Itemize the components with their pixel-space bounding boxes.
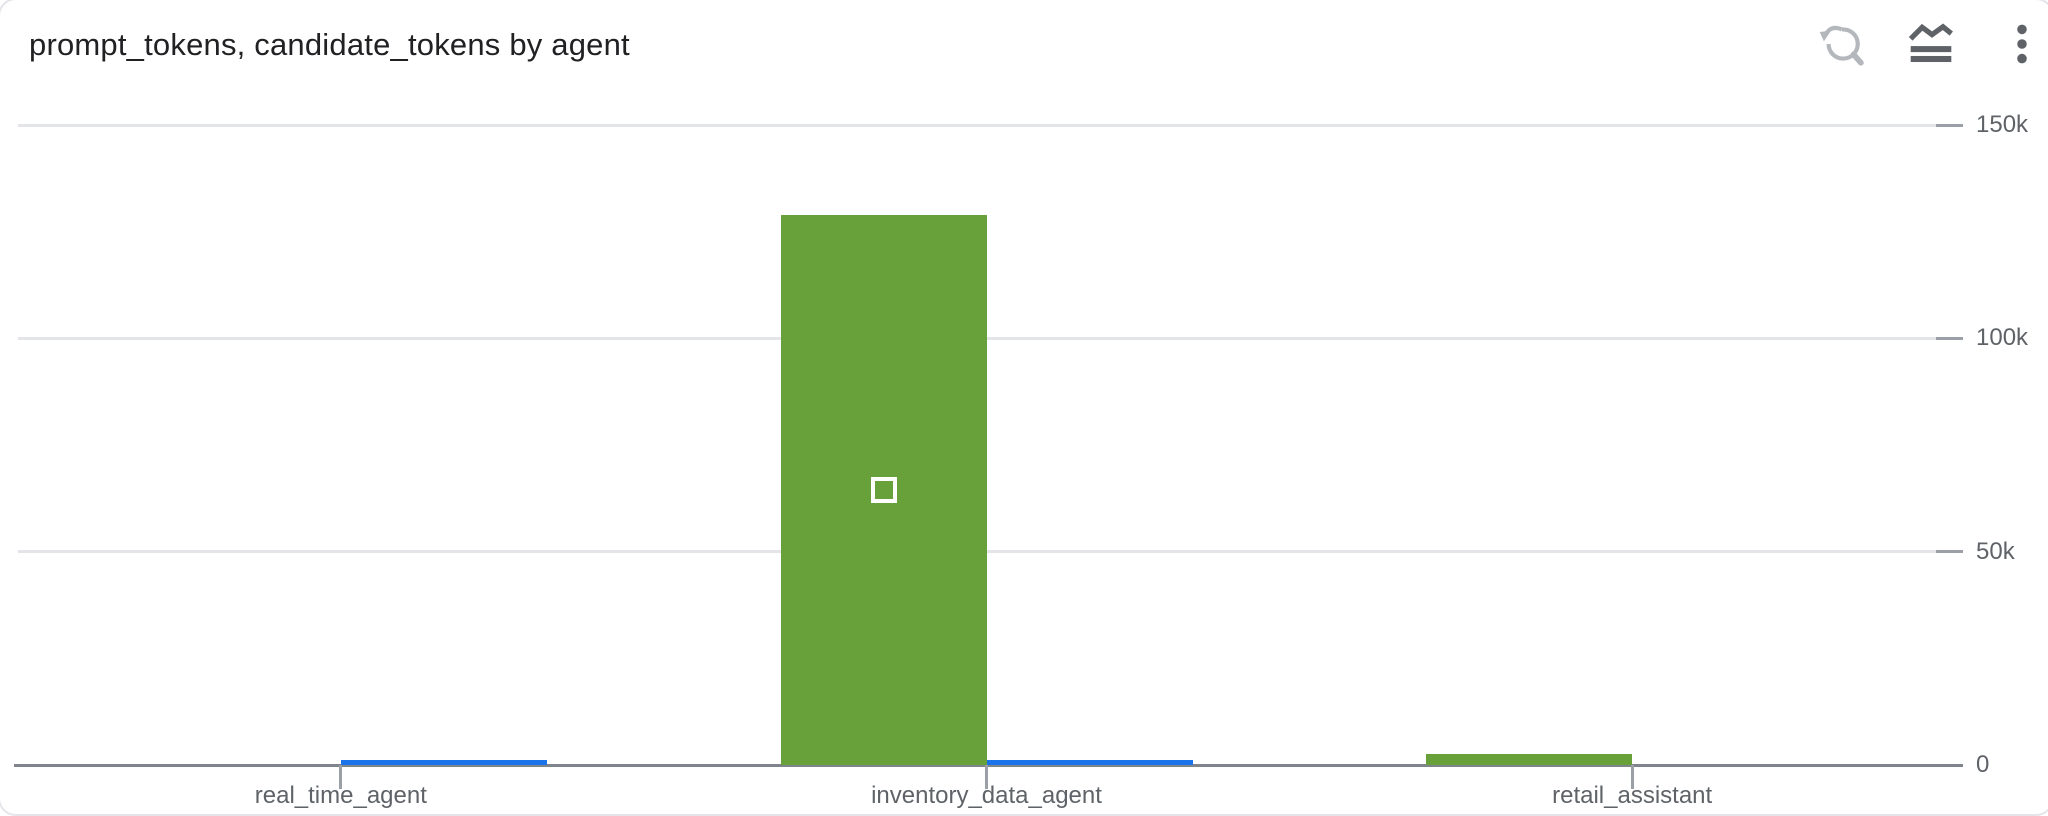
x-tick-real_time_agent (339, 765, 343, 789)
x-tick-retail_assistant (1630, 765, 1634, 789)
x-axis-label-real_time_agent: real_time_agent (254, 782, 427, 809)
y-axis-label-0: 0 (1976, 751, 1990, 778)
chart-title: prompt_tokens, candidate_tokens by agent (29, 27, 630, 62)
bar-prompt_tokens-inventory_data_agent[interactable] (780, 214, 987, 765)
y-tick-100k (1936, 336, 1963, 340)
bar-candidate_tokens-inventory_data_agent[interactable] (986, 760, 1193, 765)
zoom-reset-button[interactable] (1814, 19, 1864, 69)
y-axis-label-50k: 50k (1976, 537, 2015, 565)
x-axis-label-retail_assistant: retail_assistant (1552, 782, 1713, 809)
bar-candidate_tokens-real_time_agent[interactable] (340, 759, 547, 765)
y-tick-50k (1936, 550, 1963, 554)
chart-type-icon (1908, 23, 1953, 63)
kebab-menu-icon (2017, 24, 2027, 64)
y-axis-label-150k: 150k (1976, 111, 2029, 138)
y-gridline-150k (18, 123, 1936, 127)
y-axis-label-100k: 100k (1976, 324, 2029, 352)
zoom-reset-icon (1819, 25, 1864, 66)
y-tick-150k (1936, 123, 1963, 127)
chart-type-button[interactable] (1906, 19, 1956, 69)
x-tick-inventory_data_agent (985, 765, 988, 789)
bar-prompt_tokens-retail_assistant[interactable] (1426, 754, 1633, 765)
more-options-button[interactable] (1997, 19, 2047, 69)
selection-marker (870, 476, 897, 503)
x-axis-label-inventory_data_agent: inventory_data_agent (871, 782, 1102, 809)
x-axis-line (14, 763, 1963, 767)
